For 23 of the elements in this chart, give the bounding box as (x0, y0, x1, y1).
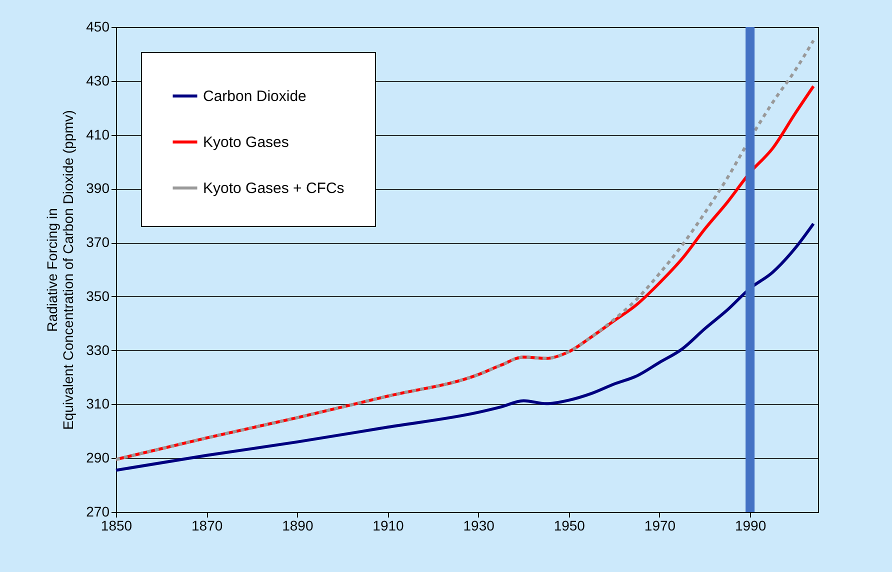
y-tick-label: 430 (86, 72, 110, 88)
line-series (114, 222, 815, 472)
legend-label: Kyoto Gases + CFCs (203, 180, 344, 197)
legend-label: Kyoto Gases (203, 134, 289, 151)
x-tick-label: 1910 (372, 518, 404, 534)
y-tick-label: 450 (86, 18, 110, 34)
y-tick-label: 270 (86, 504, 110, 520)
x-tick-label: 1890 (282, 518, 314, 534)
y-tick-label: 310 (86, 396, 110, 412)
y-tick-label: 390 (86, 180, 110, 196)
x-tick-label: 1930 (463, 518, 495, 534)
y-tick-label: 330 (86, 342, 110, 358)
y-tick-label: 350 (86, 288, 110, 304)
legend-label: Carbon Dioxide (203, 88, 306, 105)
x-tick-label: 1970 (644, 518, 676, 534)
y-tick-label: 370 (86, 234, 110, 250)
y-tick-label: 290 (86, 450, 110, 466)
y-axis-title: Radiative Forcing in Equivalent Concentration of Carbon Dioxide (ppmv) (44, 110, 76, 430)
x-tick-label: 1990 (734, 518, 766, 534)
x-tick-label: 1870 (192, 518, 223, 534)
x-tick-label: 1850 (100, 518, 132, 534)
y-tick-label: 410 (86, 126, 110, 142)
x-tick-label: 1950 (554, 518, 586, 534)
